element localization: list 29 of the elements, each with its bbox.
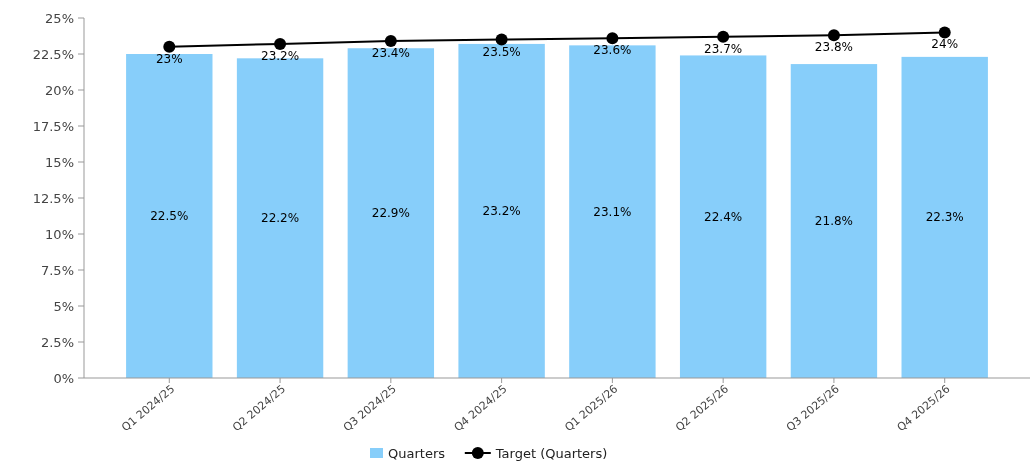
y-tick-label: 20% xyxy=(45,83,74,98)
y-tick-label: 5% xyxy=(53,299,74,314)
y-tick-label: 7.5% xyxy=(40,263,74,278)
legend-label: Target (Quarters) xyxy=(494,446,608,461)
y-tick-label: 12.5% xyxy=(32,191,74,206)
data-label: 23.8% xyxy=(814,40,853,55)
data-label: 23.7% xyxy=(704,41,743,56)
data-label: 23% xyxy=(155,51,183,66)
data-label: 22.9% xyxy=(371,206,410,221)
data-label: 22.2% xyxy=(261,211,300,226)
legend-label: Quarters xyxy=(388,446,446,461)
data-label: 24% xyxy=(931,37,959,52)
y-tick-label: 2.5% xyxy=(40,335,74,350)
data-label: 23.2% xyxy=(261,48,300,63)
data-label: 23.2% xyxy=(482,203,521,218)
data-label: 23.6% xyxy=(593,43,632,58)
y-tick-label: 15% xyxy=(45,155,74,170)
y-tick-label: 22.5% xyxy=(32,47,74,62)
data-label: 23.5% xyxy=(482,44,521,59)
data-label: 23.1% xyxy=(593,204,632,219)
data-label: 22.5% xyxy=(150,209,189,223)
data-label: 22.3% xyxy=(925,210,964,225)
y-tick-label: 17.5% xyxy=(32,119,74,134)
y-tick-label: 25% xyxy=(45,11,74,26)
y-tick-label: 10% xyxy=(45,227,74,242)
data-label: 22.4% xyxy=(704,209,743,224)
y-tick-label: 0% xyxy=(53,371,74,386)
data-label: 21.8% xyxy=(814,214,853,229)
data-label: 23.4% xyxy=(371,46,410,61)
